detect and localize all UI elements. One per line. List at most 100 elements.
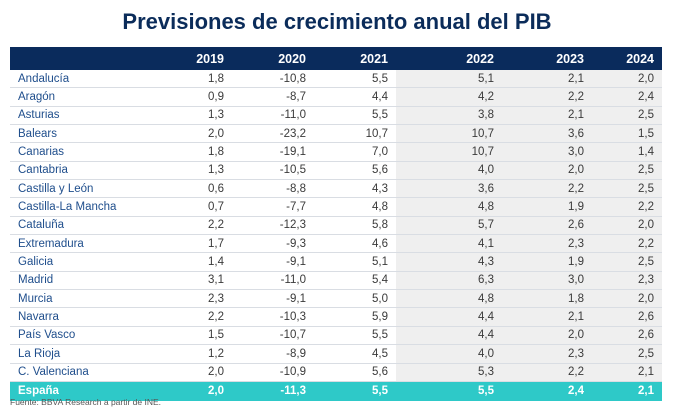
cell-value: 1,8 bbox=[150, 142, 232, 162]
table-header-row: 2019 2020 2021 2022 2023 2024 bbox=[10, 47, 662, 70]
cell-value: 4,4 bbox=[396, 307, 502, 327]
cell-value: 2,5 bbox=[592, 252, 662, 272]
cell-value: 2,1 bbox=[502, 70, 592, 89]
header-region bbox=[10, 47, 150, 70]
cell-value: 4,1 bbox=[396, 234, 502, 254]
cell-value: 4,8 bbox=[396, 197, 502, 217]
cell-value: 2,3 bbox=[502, 344, 592, 364]
cell-value: 5,1 bbox=[396, 70, 502, 89]
region-name: Cantabria bbox=[10, 161, 150, 181]
table-row: La Rioja 1,2 -8,9 4,5 4,0 2,3 2,5 bbox=[10, 344, 662, 364]
cell-value: 1,8 bbox=[150, 70, 232, 89]
cell-value: 1,5 bbox=[592, 124, 662, 144]
cell-value: 1,8 bbox=[502, 289, 592, 309]
cell-value: -10,9 bbox=[232, 363, 314, 382]
region-name: Castilla y León bbox=[10, 179, 150, 199]
cell-value: 3,6 bbox=[396, 179, 502, 199]
region-name: La Rioja bbox=[10, 344, 150, 364]
region-name: Extremadura bbox=[10, 234, 150, 254]
total-row: España 2,0 -11,3 5,5 5,5 2,4 2,1 bbox=[10, 381, 662, 401]
cell-value: 1,5 bbox=[150, 326, 232, 346]
cell-value: 4,4 bbox=[396, 326, 502, 346]
table-row: Castilla-La Mancha 0,7 -7,7 4,8 4,8 1,9 2,2 bbox=[10, 197, 662, 217]
table-row: Andalucía 1,8 -10,8 5,5 5,1 2,1 2,0 bbox=[10, 70, 662, 89]
region-name: Madrid bbox=[10, 271, 150, 291]
cell-value: 5,8 bbox=[314, 216, 396, 236]
table-row: Asturias 1,3 -11,0 5,5 3,8 2,1 2,5 bbox=[10, 106, 662, 126]
cell-value: 5,6 bbox=[314, 161, 396, 181]
cell-value: 2,3 bbox=[150, 289, 232, 309]
cell-value: 2,2 bbox=[502, 179, 592, 199]
table-row: Canarias 1,8 -19,1 7,0 10,7 3,0 1,4 bbox=[10, 142, 662, 162]
table-row: Madrid 3,1 -11,0 5,4 6,3 3,0 2,3 bbox=[10, 271, 662, 291]
cell-value: 4,2 bbox=[396, 87, 502, 107]
cell-value: 4,8 bbox=[396, 289, 502, 309]
table-row: Aragón 0,9 -8,7 4,4 4,2 2,2 2,4 bbox=[10, 87, 662, 107]
cell-value: 2,2 bbox=[502, 363, 592, 382]
table-row: Extremadura 1,7 -9,3 4,6 4,1 2,3 2,2 bbox=[10, 234, 662, 254]
region-name: Balears bbox=[10, 124, 150, 144]
cell-value: -11,0 bbox=[232, 106, 314, 126]
header-year: 2023 bbox=[502, 47, 592, 70]
cell-value: 7,0 bbox=[314, 142, 396, 162]
table-row: Balears 2,0 -23,2 10,7 10,7 3,6 1,5 bbox=[10, 124, 662, 144]
cell-value: 5,5 bbox=[314, 326, 396, 346]
cell-value: 10,7 bbox=[396, 142, 502, 162]
cell-value: 4,0 bbox=[396, 161, 502, 181]
table-row: Cataluña 2,2 -12,3 5,8 5,7 2,6 2,0 bbox=[10, 216, 662, 236]
cell-value: 0,7 bbox=[150, 197, 232, 217]
table-row: Murcia 2,3 -9,1 5,0 4,8 1,8 2,0 bbox=[10, 289, 662, 309]
cell-value: 0,6 bbox=[150, 179, 232, 199]
total-value: 5,5 bbox=[314, 381, 396, 401]
cell-value: 3,1 bbox=[150, 271, 232, 291]
cell-value: 3,6 bbox=[502, 124, 592, 144]
cell-value: 2,4 bbox=[592, 87, 662, 107]
cell-value: -8,8 bbox=[232, 179, 314, 199]
table-row: Galicia 1,4 -9,1 5,1 4,3 1,9 2,5 bbox=[10, 252, 662, 272]
cell-value: 2,0 bbox=[592, 70, 662, 89]
cell-value: 4,4 bbox=[314, 87, 396, 107]
cell-value: 1,9 bbox=[502, 252, 592, 272]
cell-value: 2,6 bbox=[502, 216, 592, 236]
header-year: 2024 bbox=[592, 47, 662, 70]
total-value: 2,1 bbox=[592, 381, 662, 401]
header-year: 2022 bbox=[396, 47, 502, 70]
region-name: Navarra bbox=[10, 307, 150, 327]
region-name: Galicia bbox=[10, 252, 150, 272]
region-name: Murcia bbox=[10, 289, 150, 309]
cell-value: -7,7 bbox=[232, 197, 314, 217]
cell-value: -9,1 bbox=[232, 252, 314, 272]
cell-value: 1,3 bbox=[150, 106, 232, 126]
cell-value: 2,2 bbox=[150, 307, 232, 327]
cell-value: 2,6 bbox=[592, 307, 662, 327]
total-value: 2,0 bbox=[150, 381, 232, 401]
cell-value: 5,0 bbox=[314, 289, 396, 309]
region-name: Andalucía bbox=[10, 70, 150, 89]
cell-value: -10,5 bbox=[232, 161, 314, 181]
cell-value: 3,8 bbox=[396, 106, 502, 126]
cell-value: 5,7 bbox=[396, 216, 502, 236]
cell-value: 6,3 bbox=[396, 271, 502, 291]
cell-value: 4,3 bbox=[314, 179, 396, 199]
cell-value: 2,0 bbox=[592, 216, 662, 236]
cell-value: -10,8 bbox=[232, 70, 314, 89]
cell-value: 2,5 bbox=[592, 161, 662, 181]
cell-value: -23,2 bbox=[232, 124, 314, 144]
header-year: 2021 bbox=[314, 47, 396, 70]
total-value: -11,3 bbox=[232, 381, 314, 401]
cell-value: 1,3 bbox=[150, 161, 232, 181]
cell-value: 5,9 bbox=[314, 307, 396, 327]
cell-value: 2,0 bbox=[592, 289, 662, 309]
cell-value: 10,7 bbox=[314, 124, 396, 144]
table-row: Cantabria 1,3 -10,5 5,6 4,0 2,0 2,5 bbox=[10, 161, 662, 181]
cell-value: 5,5 bbox=[314, 70, 396, 89]
cell-value: 1,7 bbox=[150, 234, 232, 254]
cell-value: 2,0 bbox=[502, 326, 592, 346]
cell-value: -9,3 bbox=[232, 234, 314, 254]
cell-value: -9,1 bbox=[232, 289, 314, 309]
cell-value: 3,0 bbox=[502, 142, 592, 162]
cell-value: -10,3 bbox=[232, 307, 314, 327]
cell-value: 5,3 bbox=[396, 363, 502, 382]
cell-value: 4,3 bbox=[396, 252, 502, 272]
cell-value: 2,5 bbox=[592, 179, 662, 199]
